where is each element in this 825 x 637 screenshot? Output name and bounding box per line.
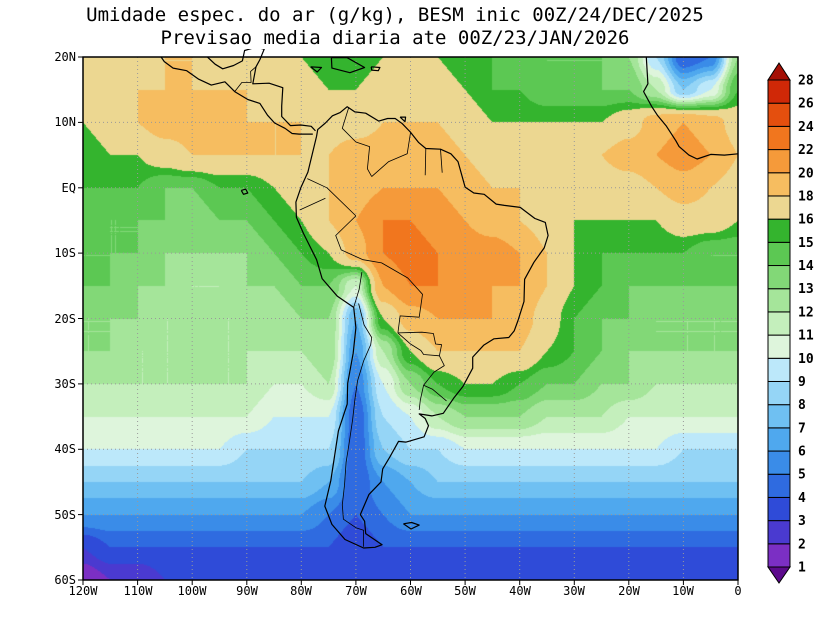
colorbar-below-min-arrow — [767, 566, 791, 584]
y-tick-label: 10N — [54, 115, 76, 129]
colorbar-tick-label: 20 — [798, 166, 814, 181]
country-borders — [234, 66, 447, 547]
x-tick-label: 100W — [177, 584, 207, 598]
y-tick-label: 60S — [54, 573, 76, 587]
colorbar-tick-label: 26 — [798, 97, 814, 112]
colorbar-tick-label: 9 — [798, 375, 806, 390]
colorbar-tick-label: 8 — [798, 398, 806, 413]
x-tick-label: 10W — [672, 584, 694, 598]
x-tick-label: 70W — [345, 584, 367, 598]
x-tick-label: 120W — [68, 584, 98, 598]
colorbar-tick-label: 14 — [798, 259, 814, 274]
x-tick-label: 0 — [734, 584, 742, 598]
colorbar-tick-label: 1 — [798, 561, 806, 576]
colorbar-tick-label: 28 — [798, 74, 814, 89]
colorbar-tick-label: 4 — [798, 491, 806, 506]
x-tick-label: 90W — [236, 584, 258, 598]
colorbar-tick-label: 5 — [798, 468, 806, 483]
colorbar-tick-label: 18 — [798, 190, 814, 205]
colorbar-tick-label: 22 — [798, 143, 814, 158]
colorbar-bands — [767, 62, 791, 584]
axis-ticks — [78, 56, 739, 585]
y-tick-label: 30S — [54, 377, 76, 391]
colorbar-tick-label: 7 — [798, 421, 806, 436]
colorbar-tick-label: 24 — [798, 120, 814, 135]
colorbar-tick-label: 3 — [798, 514, 806, 529]
colorbar-tick-label: 13 — [798, 282, 814, 297]
y-tick-label: 50S — [54, 508, 76, 522]
map-overlay — [78, 49, 739, 585]
colorbar-tick-label: 10 — [798, 352, 814, 367]
y-tick-label: 40S — [54, 442, 76, 456]
x-tick-label: 50W — [454, 584, 476, 598]
y-tick-label: 20S — [54, 312, 76, 326]
humidity-field-canvas — [83, 57, 738, 580]
x-tick-label: 30W — [563, 584, 585, 598]
colorbar-above-max-arrow — [767, 62, 791, 81]
chart-subtitle: Previsao media diaria ate 00Z/23/JAN/202… — [160, 27, 630, 49]
colorbar-tick-label: 12 — [798, 305, 814, 320]
y-tick-label: 20N — [54, 50, 76, 64]
chart-title: Umidade espec. do ar (g/kg), BESM inic 0… — [86, 4, 704, 26]
x-tick-label: 110W — [123, 584, 153, 598]
x-tick-label: 20W — [618, 584, 640, 598]
colorbar-tick-label: 11 — [798, 329, 814, 344]
x-tick-label: 60W — [400, 584, 422, 598]
colorbar-tick-label: 15 — [798, 236, 814, 251]
y-tick-label: 10S — [54, 246, 76, 260]
colorbar-tick-label: 16 — [798, 213, 814, 228]
y-tick-label: EQ — [61, 181, 76, 195]
x-tick-label: 40W — [509, 584, 531, 598]
coastlines — [160, 49, 739, 549]
x-tick-label: 80W — [290, 584, 312, 598]
gridlines — [83, 57, 738, 580]
colorbar-tick-label: 6 — [798, 445, 806, 460]
colorbar-tick-label: 2 — [798, 537, 806, 552]
plot-frame — [82, 56, 739, 581]
